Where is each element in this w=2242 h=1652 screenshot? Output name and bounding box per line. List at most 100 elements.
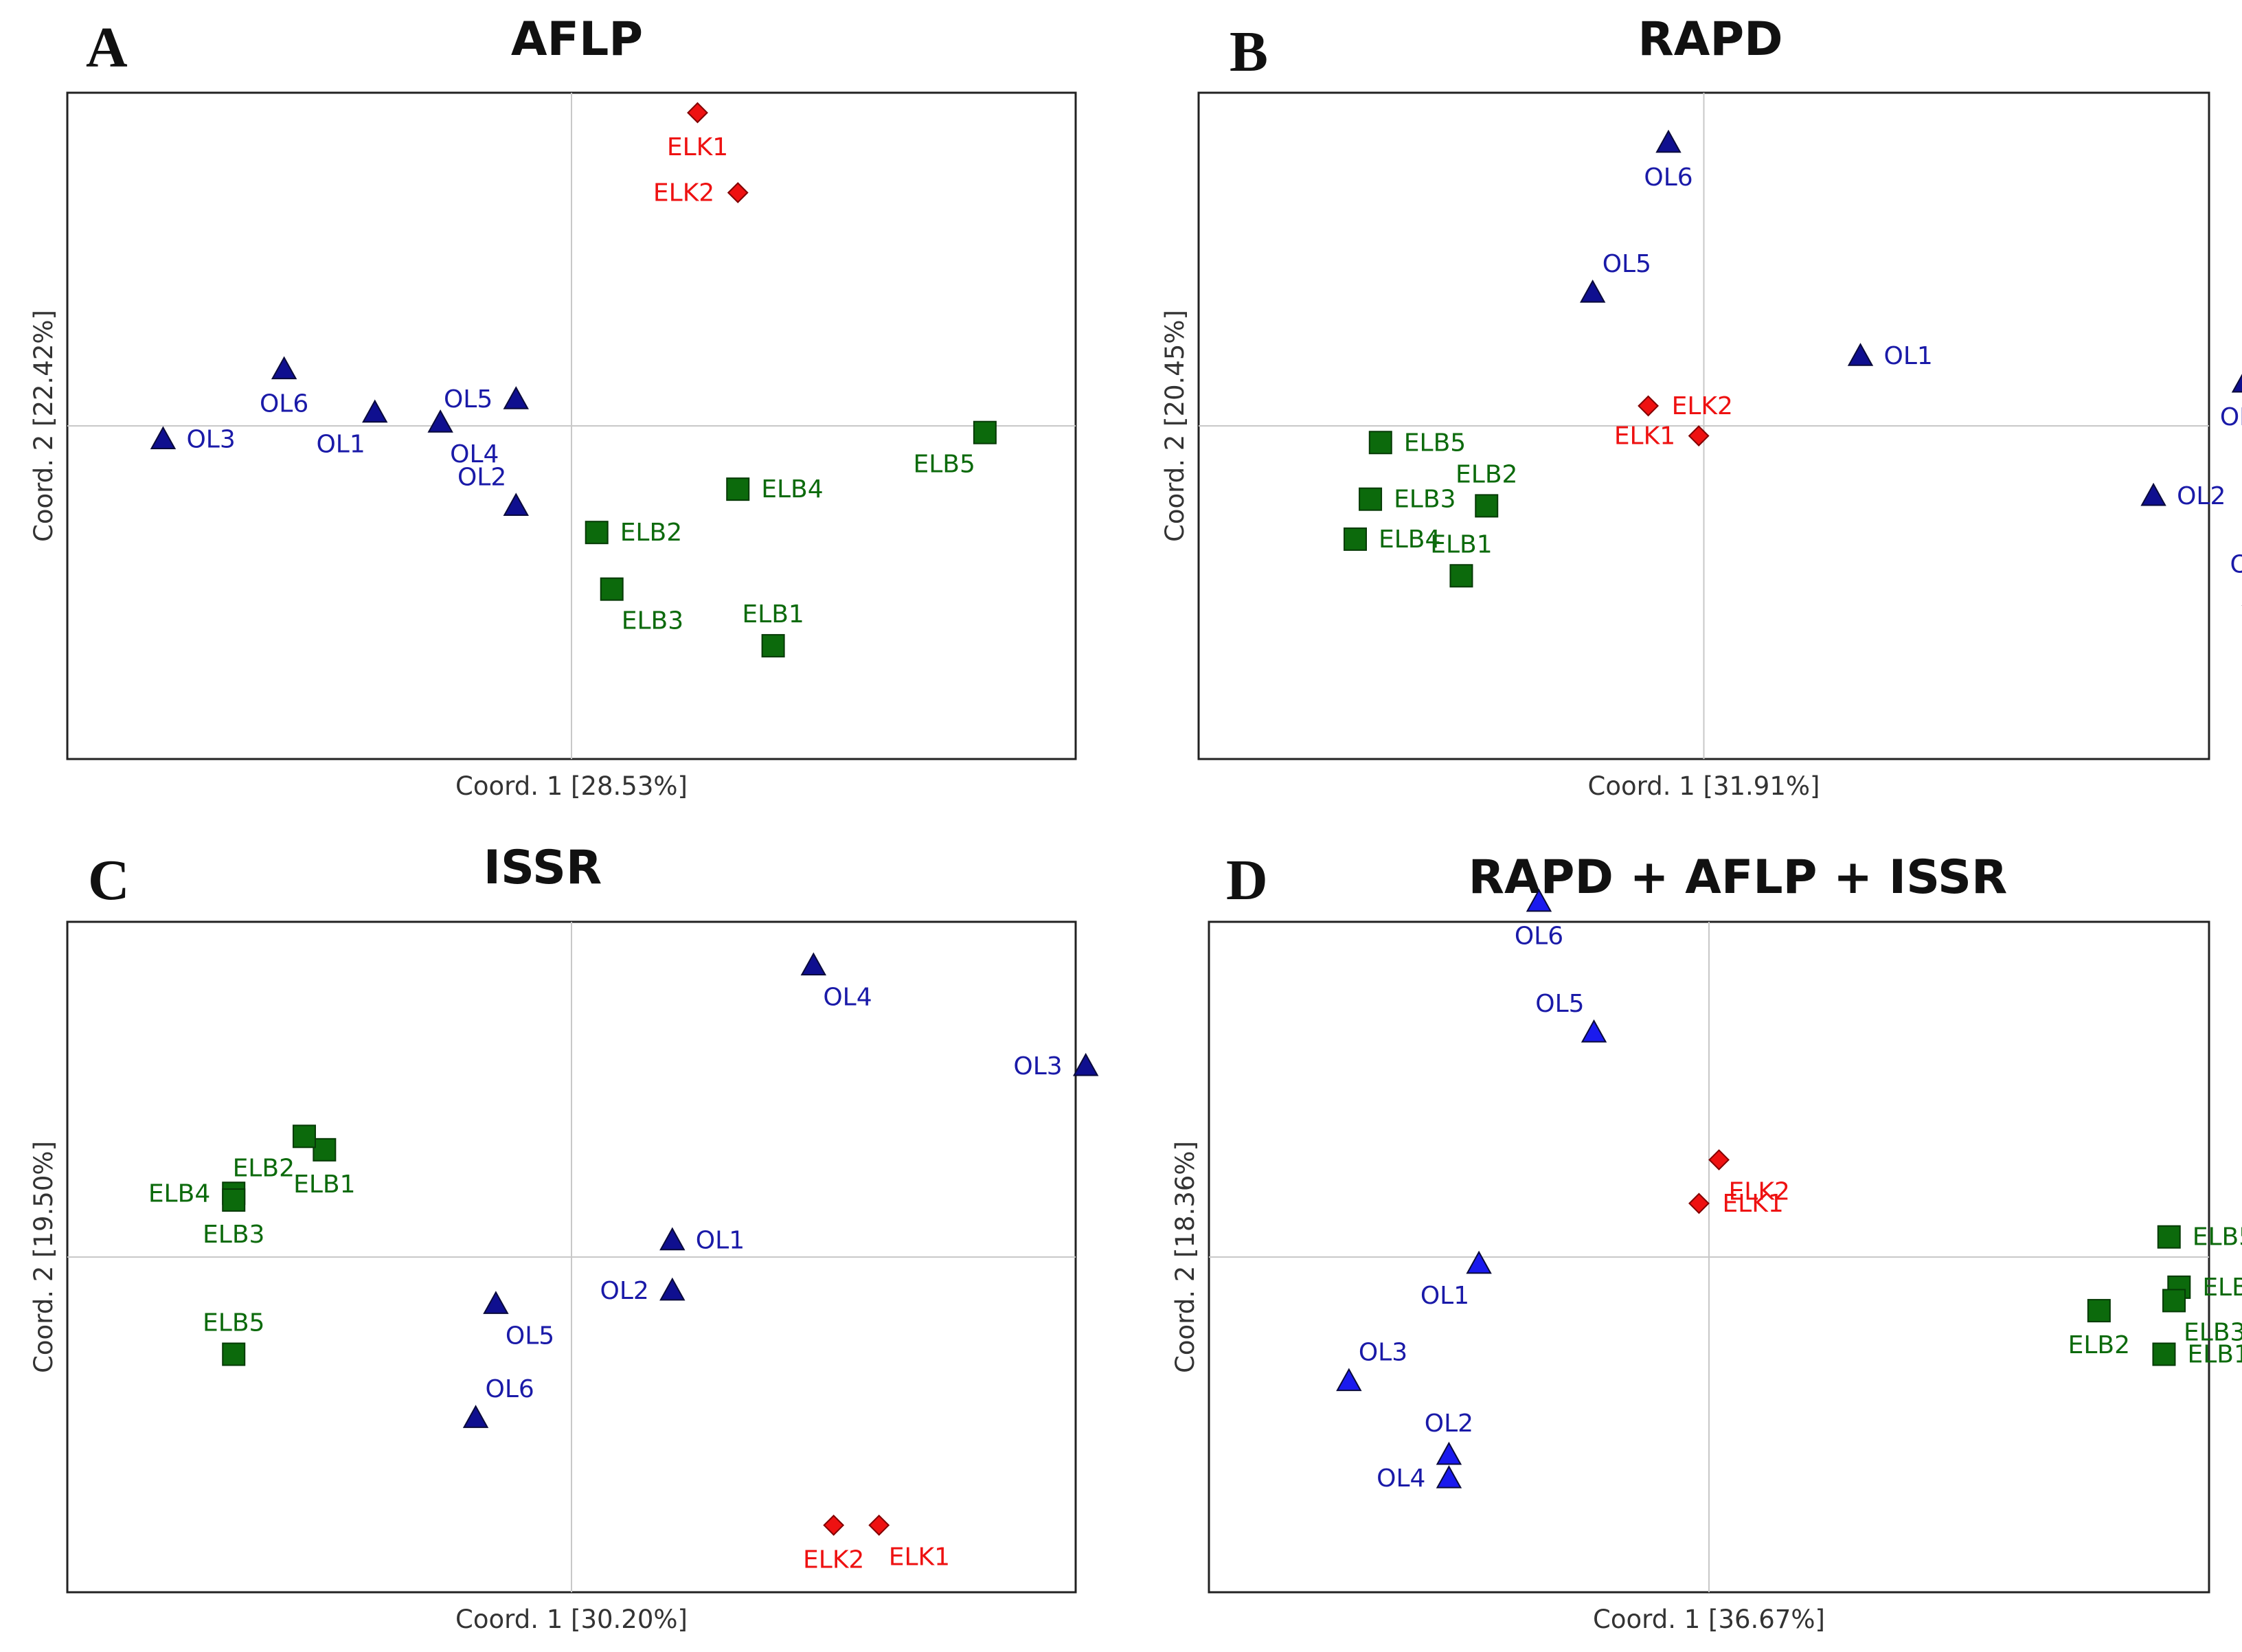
x-axis-label: Coord. 1 [30.20%] bbox=[455, 1605, 688, 1634]
data-point-ol2 bbox=[659, 1277, 686, 1301]
point-label-ol2: OL2 bbox=[457, 463, 506, 491]
data-point-elb2 bbox=[292, 1124, 316, 1149]
data-point-elk2 bbox=[727, 182, 749, 203]
y-axis-label: Coord. 2 [19.50%] bbox=[29, 1141, 58, 1373]
point-label-ol1: OL1 bbox=[1420, 1282, 1469, 1310]
point-label-elb2: ELB2 bbox=[1456, 460, 1517, 488]
data-point-ol4 bbox=[1436, 1465, 1462, 1489]
point-label-ol5: OL5 bbox=[506, 1322, 554, 1350]
data-point-ol1 bbox=[1847, 343, 1874, 366]
point-label-elb4: ELB4 bbox=[2202, 1274, 2242, 1302]
data-point-ol6 bbox=[1655, 129, 1682, 153]
point-label-ol4: OL4 bbox=[823, 983, 872, 1011]
point-label-ol4: OL4 bbox=[2230, 550, 2242, 578]
panel-letter: B bbox=[1230, 20, 1269, 84]
point-label-elb2: ELB2 bbox=[2068, 1331, 2130, 1359]
data-point-ol5 bbox=[483, 1291, 509, 1314]
point-label-ol1: OL1 bbox=[696, 1227, 745, 1255]
point-label-elb1: ELB1 bbox=[742, 600, 804, 629]
point-label-elb5: ELB5 bbox=[1404, 429, 1466, 457]
point-label-ol4: OL4 bbox=[1377, 1464, 1425, 1493]
point-label-elk1: ELK1 bbox=[889, 1543, 950, 1571]
chart-title: AFLP bbox=[510, 12, 644, 67]
point-label-ol2: OL2 bbox=[600, 1277, 649, 1305]
data-point-ol5 bbox=[1579, 279, 1606, 303]
point-label-ol6: OL6 bbox=[260, 390, 308, 418]
data-point-elk1 bbox=[687, 102, 708, 124]
point-label-elb3: ELB3 bbox=[1394, 486, 1456, 514]
point-label-ol6: OL6 bbox=[1515, 923, 1563, 951]
y-axis-label: Coord. 2 [22.42%] bbox=[29, 310, 58, 542]
point-label-elb1: ELB1 bbox=[1430, 530, 1492, 558]
point-label-ol6: OL6 bbox=[486, 1375, 534, 1403]
data-point-elb2 bbox=[1475, 494, 1499, 518]
data-point-ol5 bbox=[1581, 1019, 1607, 1043]
data-point-elb5 bbox=[973, 420, 997, 444]
chart-title: ISSR bbox=[483, 841, 602, 895]
data-point-elb1 bbox=[2152, 1342, 2176, 1366]
point-label-ol1: OL1 bbox=[1884, 342, 1933, 370]
data-point-elb3 bbox=[1359, 487, 1383, 511]
point-label-ol5: OL5 bbox=[444, 385, 492, 414]
data-point-elk1 bbox=[868, 1514, 890, 1536]
data-point-elk2 bbox=[823, 1514, 845, 1536]
point-label-ol5: OL5 bbox=[1535, 990, 1584, 1018]
data-point-ol6 bbox=[271, 356, 297, 380]
data-point-ol4 bbox=[800, 952, 827, 976]
point-label-ol3: OL3 bbox=[186, 425, 235, 453]
point-label-elb1: ELB1 bbox=[293, 1170, 355, 1199]
point-label-elk1: ELK1 bbox=[667, 133, 728, 161]
point-label-ol2: OL2 bbox=[2177, 482, 2226, 510]
data-point-ol4 bbox=[427, 409, 453, 433]
point-label-elk2: ELK2 bbox=[1672, 392, 1733, 420]
point-label-elb3: ELB3 bbox=[203, 1221, 264, 1249]
point-label-elb4: ELB4 bbox=[1379, 525, 1440, 554]
panel-letter: A bbox=[86, 16, 128, 80]
data-point-elb5 bbox=[1368, 431, 1392, 455]
point-label-elk2: ELK2 bbox=[803, 1546, 864, 1574]
point-label-elk2: ELK2 bbox=[1729, 1177, 1790, 1206]
data-point-elb5 bbox=[222, 1342, 246, 1366]
data-point-elb3 bbox=[222, 1188, 246, 1212]
data-point-ol3 bbox=[1072, 1052, 1099, 1076]
data-point-ol3 bbox=[1336, 1368, 1362, 1392]
data-point-ol3 bbox=[150, 426, 177, 449]
point-label-elb3: ELB3 bbox=[622, 607, 683, 635]
y-axis-label: Coord. 2 [18.36%] bbox=[1170, 1141, 1200, 1373]
chart-title: RAPD + AFLP + ISSR bbox=[1468, 850, 2008, 905]
data-point-ol6 bbox=[1526, 888, 1552, 912]
data-point-elb4 bbox=[726, 477, 750, 501]
data-point-elb5 bbox=[2157, 1225, 2181, 1249]
point-label-elb4: ELB4 bbox=[148, 1179, 210, 1208]
point-label-ol3: OL3 bbox=[1359, 1339, 1407, 1367]
data-point-elk1 bbox=[1688, 425, 1710, 446]
point-label-elk2: ELK2 bbox=[653, 179, 714, 207]
y-axis-label: Coord. 2 [20.45%] bbox=[1160, 310, 1190, 542]
point-label-ol6: OL6 bbox=[1644, 163, 1692, 192]
data-point-elk1 bbox=[1688, 1192, 1710, 1214]
point-label-elb2: ELB2 bbox=[620, 519, 682, 547]
data-point-ol1 bbox=[362, 399, 388, 423]
point-label-elb5: ELB5 bbox=[913, 451, 975, 479]
point-label-elb5: ELB5 bbox=[2193, 1223, 2242, 1252]
point-label-ol2: OL2 bbox=[1425, 1410, 1473, 1438]
data-point-ol2 bbox=[2140, 482, 2166, 506]
data-point-elb2 bbox=[2087, 1299, 2111, 1323]
x-axis-label: Coord. 1 [31.91%] bbox=[1588, 771, 1820, 801]
point-label-elb3: ELB3 bbox=[2184, 1318, 2242, 1346]
point-label-elb5: ELB5 bbox=[203, 1309, 264, 1337]
data-point-elk2 bbox=[1638, 395, 1660, 417]
data-point-elb3 bbox=[600, 577, 624, 601]
x-axis-label: Coord. 1 [36.67%] bbox=[1593, 1605, 1825, 1634]
point-label-ol3: OL3 bbox=[2220, 403, 2242, 431]
data-point-elb1 bbox=[761, 634, 785, 658]
chart-title: RAPD bbox=[1638, 12, 1783, 67]
data-point-elb1 bbox=[1449, 564, 1473, 588]
point-label-ol5: OL5 bbox=[1603, 250, 1651, 278]
panel-letter: C bbox=[88, 848, 130, 912]
point-label-elk1: ELK1 bbox=[1722, 1190, 1783, 1218]
point-label-ol3: OL3 bbox=[1013, 1052, 1062, 1080]
data-point-ol1 bbox=[659, 1227, 686, 1251]
